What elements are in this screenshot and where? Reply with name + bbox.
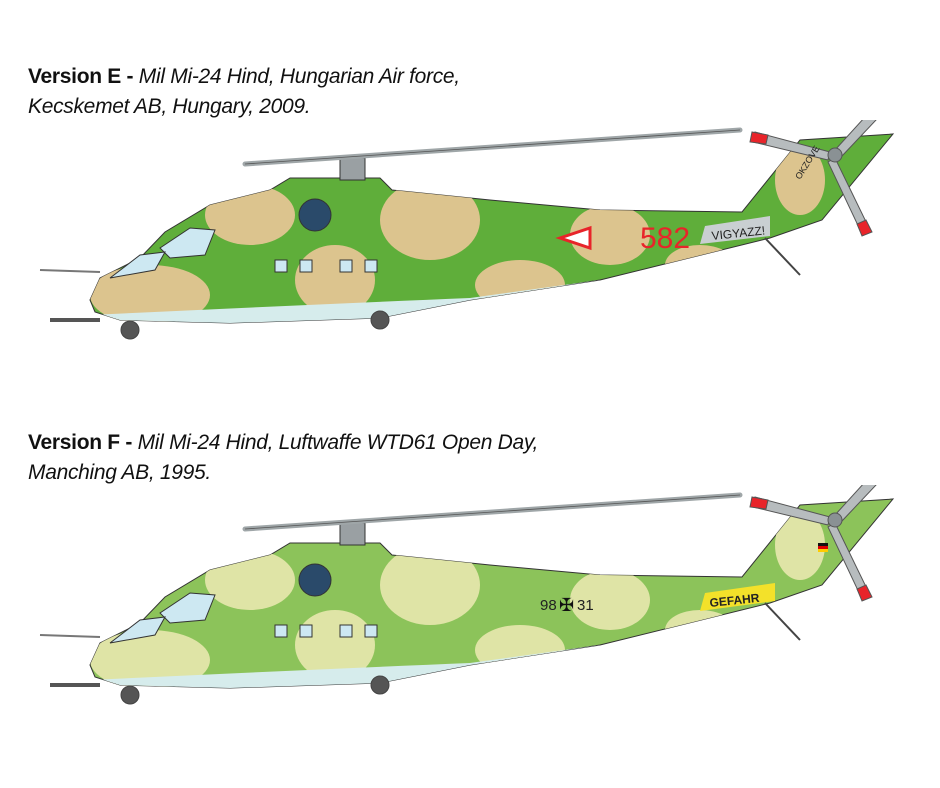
- aircraft-number-left: 98: [540, 597, 557, 614]
- cabin-window: [274, 624, 288, 638]
- landing-gear: [120, 237, 801, 340]
- helicopter-drawing: 582 VIGYAZZ! OKZOVE: [39, 94, 895, 340]
- cabin-window: [339, 624, 353, 638]
- warning-text: VIGYAZZ!: [711, 223, 766, 243]
- version-e-label: Version E -: [28, 65, 134, 88]
- rotor-mast: [339, 157, 366, 181]
- aircraft-number: 582: [640, 222, 690, 255]
- warning-stripe: [700, 216, 770, 244]
- version-f-caption: Version F - Mil Mi-24 Hind, Luftwaffe WT…: [28, 428, 538, 488]
- cabin-window: [274, 259, 288, 273]
- iron-cross-icon: ✠: [559, 595, 574, 615]
- cabin-window: [299, 624, 313, 638]
- version-f-label: Version F -: [28, 431, 133, 454]
- engine-intake: [298, 198, 332, 232]
- version-e-line1: Mil Mi-24 Hind, Hungarian Air force,: [138, 65, 460, 88]
- tail-rotor: [749, 94, 894, 237]
- nose-probe: [39, 269, 101, 273]
- cabin-window: [364, 624, 378, 638]
- cabin-window: [364, 259, 378, 273]
- fuselage: [89, 498, 895, 689]
- engine-intake: [298, 563, 332, 597]
- landing-gear: [120, 602, 801, 705]
- helicopter-version-f-illustration: 98 ✠ 31 GEFAHR: [0, 459, 940, 745]
- warning-text: GEFAHR: [709, 591, 761, 610]
- nose-probe: [39, 634, 101, 638]
- helicopter-version-e-illustration: 582 VIGYAZZ! OKZOVE: [0, 94, 940, 380]
- helicopter-drawing: 98 ✠ 31 GEFAHR: [39, 459, 895, 705]
- version-f-line2: Manching AB, 1995.: [28, 461, 211, 484]
- warning-stripe: [700, 583, 775, 611]
- cockpit-canopy: [109, 227, 216, 279]
- hungarian-roundel-chevron: [555, 225, 592, 251]
- cabin-window: [299, 259, 313, 273]
- rotor-mast: [339, 522, 366, 546]
- version-e-caption: Version E - Mil Mi-24 Hind, Hungarian Ai…: [28, 62, 460, 122]
- german-flag: [818, 543, 828, 546]
- version-f-line1: Mil Mi-24 Hind, Luftwaffe WTD61 Open Day…: [137, 431, 539, 454]
- version-e-line2: Kecskemet AB, Hungary, 2009.: [28, 95, 311, 118]
- cabin-window: [339, 259, 353, 273]
- aircraft-number-right: 31: [577, 597, 594, 614]
- cockpit-canopy: [109, 592, 216, 644]
